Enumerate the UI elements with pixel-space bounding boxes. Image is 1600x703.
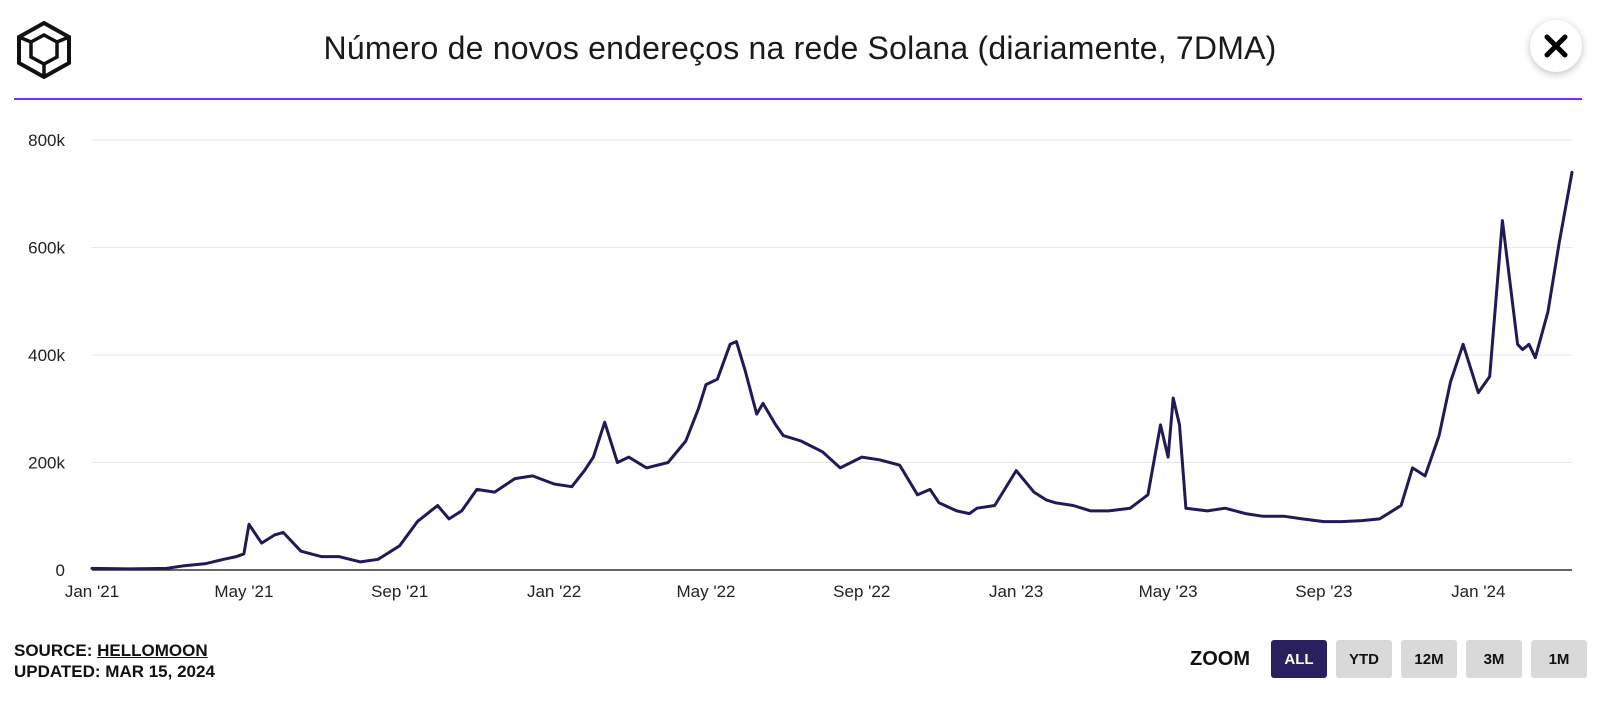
zoom-12m-button[interactable]: 12M (1401, 640, 1457, 678)
zoom-controls: ZOOM ALL YTD 12M 3M 1M (1190, 640, 1587, 678)
x-tick-label: May '21 (214, 582, 273, 601)
close-button[interactable] (1530, 20, 1582, 72)
y-tick-label: 600k (28, 239, 65, 258)
y-tick-label: 200k (28, 454, 65, 473)
x-tick-label: Jan '23 (989, 582, 1043, 601)
series-line-new-addresses (90, 170, 1574, 571)
zoom-ytd-button[interactable]: YTD (1336, 640, 1392, 678)
line-chart: 0 200k 400k 600k 800k Jan '21 May '21 Sep '21 J… (28, 131, 1574, 601)
updated-date: UPDATED: MAR 15, 2024 (14, 662, 215, 681)
chart-footer: SOURCE: HELLOMOON UPDATED: MAR 15, 2024 (14, 640, 215, 682)
y-tick-label: 800k (28, 131, 65, 150)
x-tick-label: May '22 (677, 582, 736, 601)
close-icon (1544, 34, 1568, 58)
x-tick-label: May '23 (1139, 582, 1198, 601)
y-tick-label: 400k (28, 346, 65, 365)
x-tick-label: Sep '21 (371, 582, 428, 601)
x-tick-label: Sep '22 (833, 582, 890, 601)
x-tick-label: Jan '24 (1451, 582, 1505, 601)
source-line: SOURCE: HELLOMOON (14, 640, 215, 661)
zoom-label: ZOOM (1190, 647, 1250, 670)
x-tick-label: Jan '21 (65, 582, 119, 601)
header-divider (14, 98, 1582, 100)
y-tick-label: 0 (56, 561, 65, 580)
source-prefix: SOURCE: (14, 641, 93, 660)
zoom-all-button[interactable]: ALL (1271, 640, 1327, 678)
source-link[interactable]: HELLOMOON (97, 641, 208, 660)
x-tick-label: Sep '23 (1295, 582, 1352, 601)
zoom-1m-button[interactable]: 1M (1531, 640, 1587, 678)
chart-title: Número de novos endereços na rede Solana… (323, 30, 1277, 66)
cube-logo-icon (14, 20, 74, 80)
zoom-3m-button[interactable]: 3M (1466, 640, 1522, 678)
x-tick-label: Jan '22 (527, 582, 581, 601)
